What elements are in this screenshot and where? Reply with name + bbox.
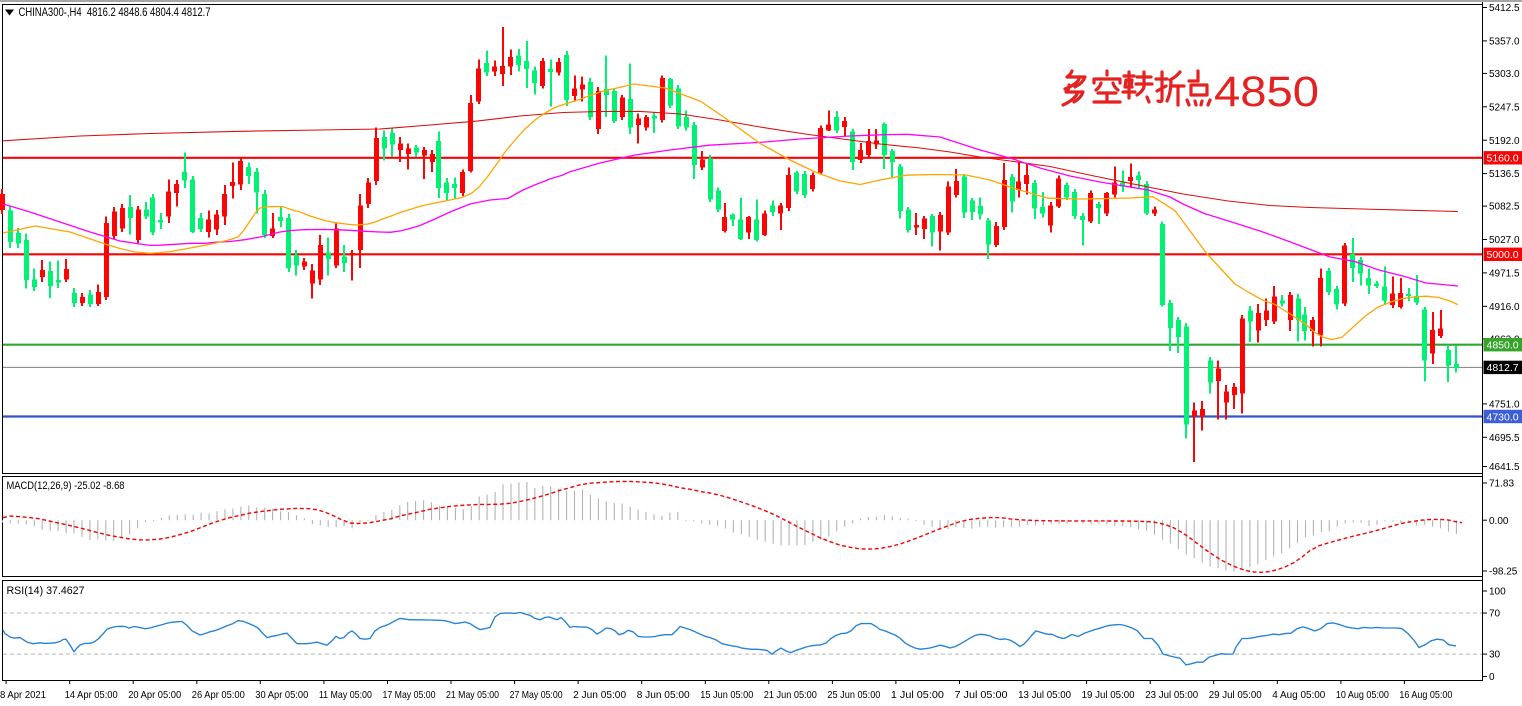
svg-text:1 Jul 05:00: 1 Jul 05:00 bbox=[891, 689, 944, 701]
svg-text:13 Jul 05:00: 13 Jul 05:00 bbox=[1018, 689, 1071, 701]
svg-text:5412.5: 5412.5 bbox=[1489, 3, 1520, 14]
svg-text:25 Jun 05:00: 25 Jun 05:00 bbox=[827, 689, 880, 701]
svg-text:5000.0: 5000.0 bbox=[1487, 249, 1519, 261]
svg-text:4916.0: 4916.0 bbox=[1489, 302, 1520, 313]
svg-text:100: 100 bbox=[1489, 587, 1506, 598]
svg-text:4641.5: 4641.5 bbox=[1489, 462, 1520, 473]
svg-text:RSI(14) 37.4627: RSI(14) 37.4627 bbox=[7, 585, 85, 597]
svg-text:5303.0: 5303.0 bbox=[1489, 69, 1520, 80]
svg-text:4850.0: 4850.0 bbox=[1487, 340, 1519, 352]
svg-text:4850: 4850 bbox=[1214, 68, 1319, 116]
svg-text:5136.5: 5136.5 bbox=[1489, 169, 1520, 180]
svg-text:CHINA300-,H4 4816.2 4848.6 48: CHINA300-,H4 4816.2 4848.6 4804.4 4812.7 bbox=[19, 7, 211, 19]
svg-text:21 Jun 05:00: 21 Jun 05:00 bbox=[764, 689, 817, 701]
svg-text:5357.0: 5357.0 bbox=[1489, 37, 1520, 48]
svg-text:70: 70 bbox=[1489, 609, 1501, 620]
svg-text:19 Jul 05:00: 19 Jul 05:00 bbox=[1082, 689, 1135, 701]
svg-text:5027.0: 5027.0 bbox=[1489, 235, 1520, 246]
svg-text:0.00: 0.00 bbox=[1489, 516, 1509, 527]
svg-text:7 Jul 05:00: 7 Jul 05:00 bbox=[955, 689, 1008, 701]
svg-text:27 May 05:00: 27 May 05:00 bbox=[510, 689, 563, 701]
svg-text:15 Jun 05:00: 15 Jun 05:00 bbox=[700, 689, 753, 701]
svg-text:5192.0: 5192.0 bbox=[1489, 136, 1520, 147]
svg-text:30 Apr 05:00: 30 Apr 05:00 bbox=[255, 689, 308, 701]
svg-text:4751.0: 4751.0 bbox=[1489, 400, 1520, 411]
svg-text:MACD(12,26,9) -25.02 -8.68: MACD(12,26,9) -25.02 -8.68 bbox=[7, 480, 125, 492]
svg-text:10 Aug 05:00: 10 Aug 05:00 bbox=[1336, 689, 1389, 701]
svg-text:29 Jul 05:00: 29 Jul 05:00 bbox=[1209, 689, 1262, 701]
svg-text:5160.0: 5160.0 bbox=[1487, 153, 1519, 165]
svg-text:16 Aug 05:00: 16 Aug 05:00 bbox=[1399, 689, 1452, 701]
svg-text:4 Aug 05:00: 4 Aug 05:00 bbox=[1272, 689, 1325, 701]
svg-text:-98.25: -98.25 bbox=[1489, 567, 1518, 578]
svg-text:17 May 05:00: 17 May 05:00 bbox=[383, 689, 436, 701]
svg-text:4812.7: 4812.7 bbox=[1487, 362, 1519, 374]
svg-text:0: 0 bbox=[1489, 672, 1495, 683]
svg-text:26 Apr 05:00: 26 Apr 05:00 bbox=[192, 689, 245, 701]
svg-text:4971.5: 4971.5 bbox=[1489, 269, 1520, 280]
svg-text:4695.5: 4695.5 bbox=[1489, 433, 1520, 444]
svg-text:71.83: 71.83 bbox=[1489, 479, 1514, 490]
svg-text:4730.0: 4730.0 bbox=[1487, 411, 1519, 423]
svg-text:30: 30 bbox=[1489, 650, 1501, 661]
svg-text:14 Apr 05:00: 14 Apr 05:00 bbox=[65, 689, 118, 701]
svg-text:11 May 05:00: 11 May 05:00 bbox=[319, 689, 372, 701]
svg-text:5247.5: 5247.5 bbox=[1489, 102, 1520, 113]
svg-text:5082.5: 5082.5 bbox=[1489, 202, 1520, 213]
svg-text:8 Apr 2021: 8 Apr 2021 bbox=[0, 689, 46, 701]
svg-text:23 Jul 05:00: 23 Jul 05:00 bbox=[1145, 689, 1198, 701]
svg-text:8 Jun 05:00: 8 Jun 05:00 bbox=[637, 689, 690, 701]
svg-text:20 Apr 05:00: 20 Apr 05:00 bbox=[128, 689, 181, 701]
svg-text:2 Jun 05:00: 2 Jun 05:00 bbox=[573, 689, 626, 701]
svg-text:21 May 05:00: 21 May 05:00 bbox=[446, 689, 499, 701]
